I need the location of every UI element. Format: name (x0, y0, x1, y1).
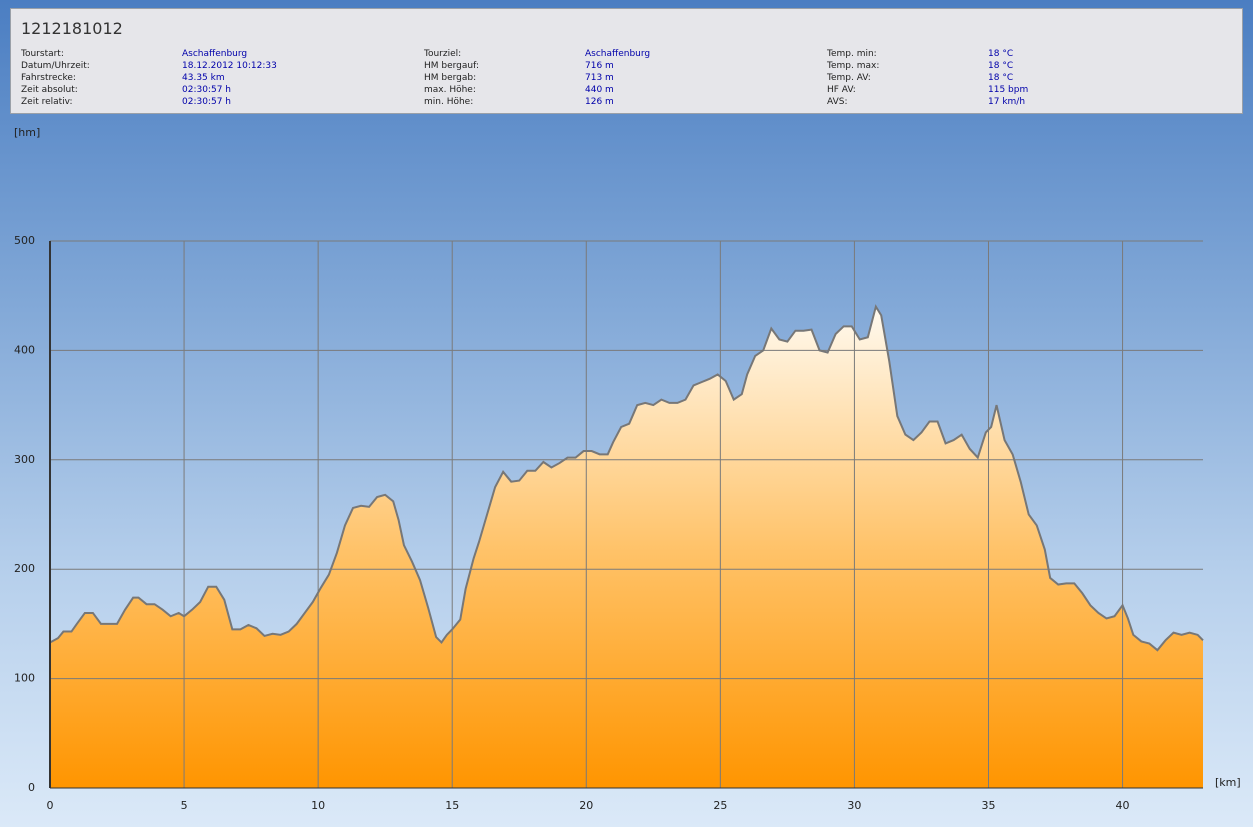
x-tick-label: 30 (847, 799, 861, 812)
field-label: Tourziel: (424, 49, 462, 59)
field-value: 115 bpm (988, 85, 1029, 95)
field-label: Datum/Uhrzeit: (21, 61, 90, 71)
y-axis-label: [hm] (14, 126, 40, 139)
field-value: 02:30:57 h (182, 97, 231, 107)
field-value: 716 m (585, 61, 614, 71)
elevation-line (49, 304, 1204, 652)
area-fill (50, 306, 1203, 788)
x-tick-label: 25 (713, 799, 727, 812)
field-label: Fahrstrecke: (21, 73, 76, 83)
y-tick-label: 300 (14, 453, 35, 466)
y-tick-label: 0 (28, 781, 35, 794)
field-label: Temp. min: (827, 49, 877, 59)
field-value: 18.12.2012 10:12:33 (182, 61, 277, 71)
x-tick-label: 40 (1116, 799, 1130, 812)
y-tick-label: 200 (14, 562, 35, 575)
field-value: Aschaffenburg (182, 49, 248, 59)
field-label: HM bergab: (424, 73, 477, 83)
x-tick-label: 20 (579, 799, 593, 812)
field-value: 17 km/h (988, 97, 1026, 107)
y-tick-label: 500 (14, 234, 35, 247)
field-label: Temp. max: (827, 61, 880, 71)
field-label: Tourstart: (21, 49, 64, 59)
field-label: Zeit relativ: (21, 97, 73, 107)
x-tick-label: 0 (47, 799, 54, 812)
x-tick-label: 5 (181, 799, 188, 812)
field-label: min. Höhe: (424, 97, 474, 107)
field-label: Zeit absolut: (21, 85, 78, 95)
field-label: Temp. AV: (827, 73, 871, 83)
field-value: 126 m (585, 97, 614, 107)
y-tick-label: 100 (14, 672, 35, 685)
x-tick-label: 35 (981, 799, 995, 812)
field-value: 18 °C (988, 61, 1014, 71)
field-value: 43.35 km (182, 73, 225, 83)
field-value: 18 °C (988, 73, 1014, 83)
info-panel: 1212181012 Tourstart: Aschaffenburg Datum/… (10, 8, 1243, 114)
x-tick-label: 10 (311, 799, 325, 812)
field-value: Aschaffenburg (585, 49, 651, 59)
field-label: max. Höhe: (424, 85, 476, 95)
field-value: 18 °C (988, 49, 1014, 59)
field-label: HM bergauf: (424, 61, 479, 71)
y-tick-label: 400 (14, 343, 35, 356)
field-label: AVS: (827, 97, 848, 107)
x-tick-label: 15 (445, 799, 459, 812)
field-value: 713 m (585, 73, 614, 83)
tour-title: 1212181012 (21, 19, 123, 38)
field-value: 440 m (585, 85, 614, 95)
field-value: 02:30:57 h (182, 85, 231, 95)
x-axis-label: [km] (1215, 776, 1241, 789)
field-label: HF AV: (827, 85, 856, 95)
